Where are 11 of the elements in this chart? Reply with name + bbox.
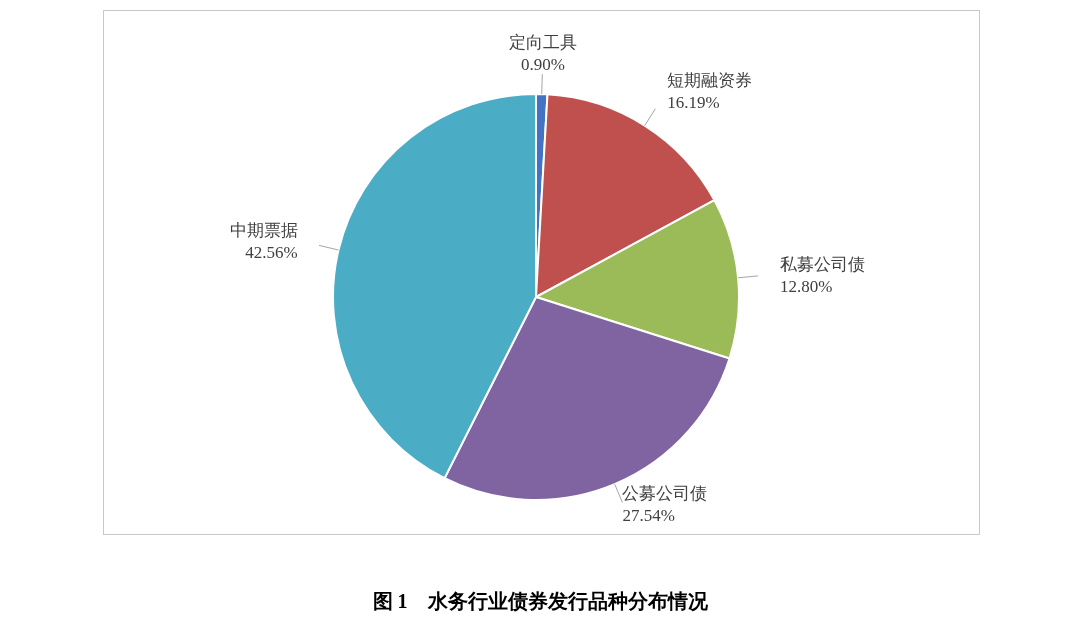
data-label: 42.56%: [245, 243, 298, 263]
slice-label: 短期融资券: [667, 71, 753, 91]
slice-label: 定向工具: [508, 33, 577, 53]
data-label: 0.90%: [520, 55, 565, 75]
text: 图 1 水务行业债券发行品种分布情况: [371, 589, 709, 614]
slice-label: 中期票据: [229, 221, 298, 241]
slice-label: 私募公司债: [779, 254, 865, 274]
slice-label: 公募公司债: [622, 483, 708, 503]
data-label: 12.80%: [779, 276, 833, 296]
data-label: 16.19%: [667, 93, 720, 113]
data-label: 27.54%: [622, 505, 675, 525]
